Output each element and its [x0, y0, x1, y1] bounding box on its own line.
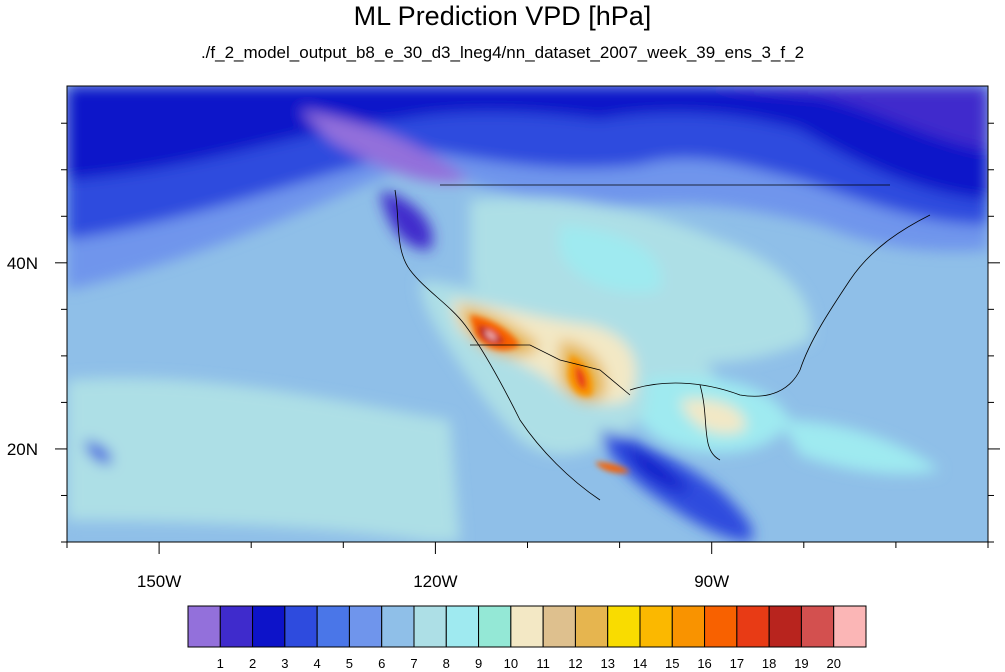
colorbar-swatch	[348, 605, 383, 648]
colorbar-swatch	[413, 605, 447, 648]
colorbar-swatch	[381, 605, 415, 648]
colorbar-swatch	[800, 605, 835, 648]
x-axis-labels: 150W 120W 90W	[137, 572, 729, 591]
colorbar-label: 2	[249, 656, 256, 671]
colorbar-swatch	[219, 605, 254, 648]
colorbar-label: 14	[633, 656, 647, 671]
colorbar-swatch	[316, 605, 350, 648]
colorbar-label: 20	[826, 656, 840, 671]
colorbar-label: 4	[314, 656, 321, 671]
colorbar-swatch	[445, 605, 480, 648]
colorbar-label: 11	[536, 656, 550, 671]
colorbar: 1 2 3 4 5 6 7 8 9 10 11 12 13 14 15 16 17 18 19 20	[187, 605, 867, 671]
colorbar-swatch	[639, 605, 673, 648]
colorbar-label: 3	[281, 656, 288, 671]
colorbar-swatch	[736, 605, 770, 648]
colorbar-swatch	[187, 605, 221, 648]
colorbar-swatch	[574, 605, 609, 648]
colorbar-label: 18	[762, 656, 776, 671]
colorbar-label: 1	[217, 656, 224, 671]
y-axis-labels: 40N 20N	[7, 254, 38, 459]
colorbar-label: 15	[665, 656, 679, 671]
colorbar-label: 8	[443, 656, 450, 671]
colorbar-swatch	[671, 605, 706, 648]
colorbar-swatch	[542, 605, 576, 648]
colorbar-label: 17	[730, 656, 744, 671]
colorbar-label: 9	[475, 656, 482, 671]
colorbar-swatch	[252, 605, 286, 648]
colorbar-swatch	[284, 605, 318, 648]
x-tick-label: 120W	[413, 572, 457, 591]
coastlines	[394, 184, 931, 501]
colorbar-label: 13	[600, 656, 614, 671]
y-tick-label: 40N	[7, 254, 38, 273]
x-tick-label: 150W	[137, 572, 181, 591]
colorbar-swatch	[478, 605, 512, 648]
axis-ticks	[55, 122, 1000, 554]
colorbar-swatch	[704, 605, 738, 648]
colorbar-label: 12	[568, 656, 582, 671]
map-title: ML Prediction VPD [hPa]	[353, 1, 652, 31]
colorbar-swatch	[768, 605, 802, 648]
colorbar-swatch	[607, 605, 641, 648]
colorbar-swatch	[510, 605, 544, 648]
vpd-field	[67, 86, 988, 542]
x-tick-label: 90W	[694, 572, 729, 591]
y-tick-label: 20N	[7, 440, 38, 459]
colorbar-label: 6	[378, 656, 385, 671]
colorbar-label: 16	[697, 656, 711, 671]
colorbar-label: 19	[794, 656, 808, 671]
colorbar-label: 7	[410, 656, 417, 671]
colorbar-label: 10	[504, 656, 518, 671]
map-subtitle: ./f_2_model_output_b8_e_30_d3_lneg4/nn_d…	[200, 43, 805, 62]
colorbar-swatch	[833, 605, 867, 648]
colorbar-label: 5	[346, 656, 353, 671]
